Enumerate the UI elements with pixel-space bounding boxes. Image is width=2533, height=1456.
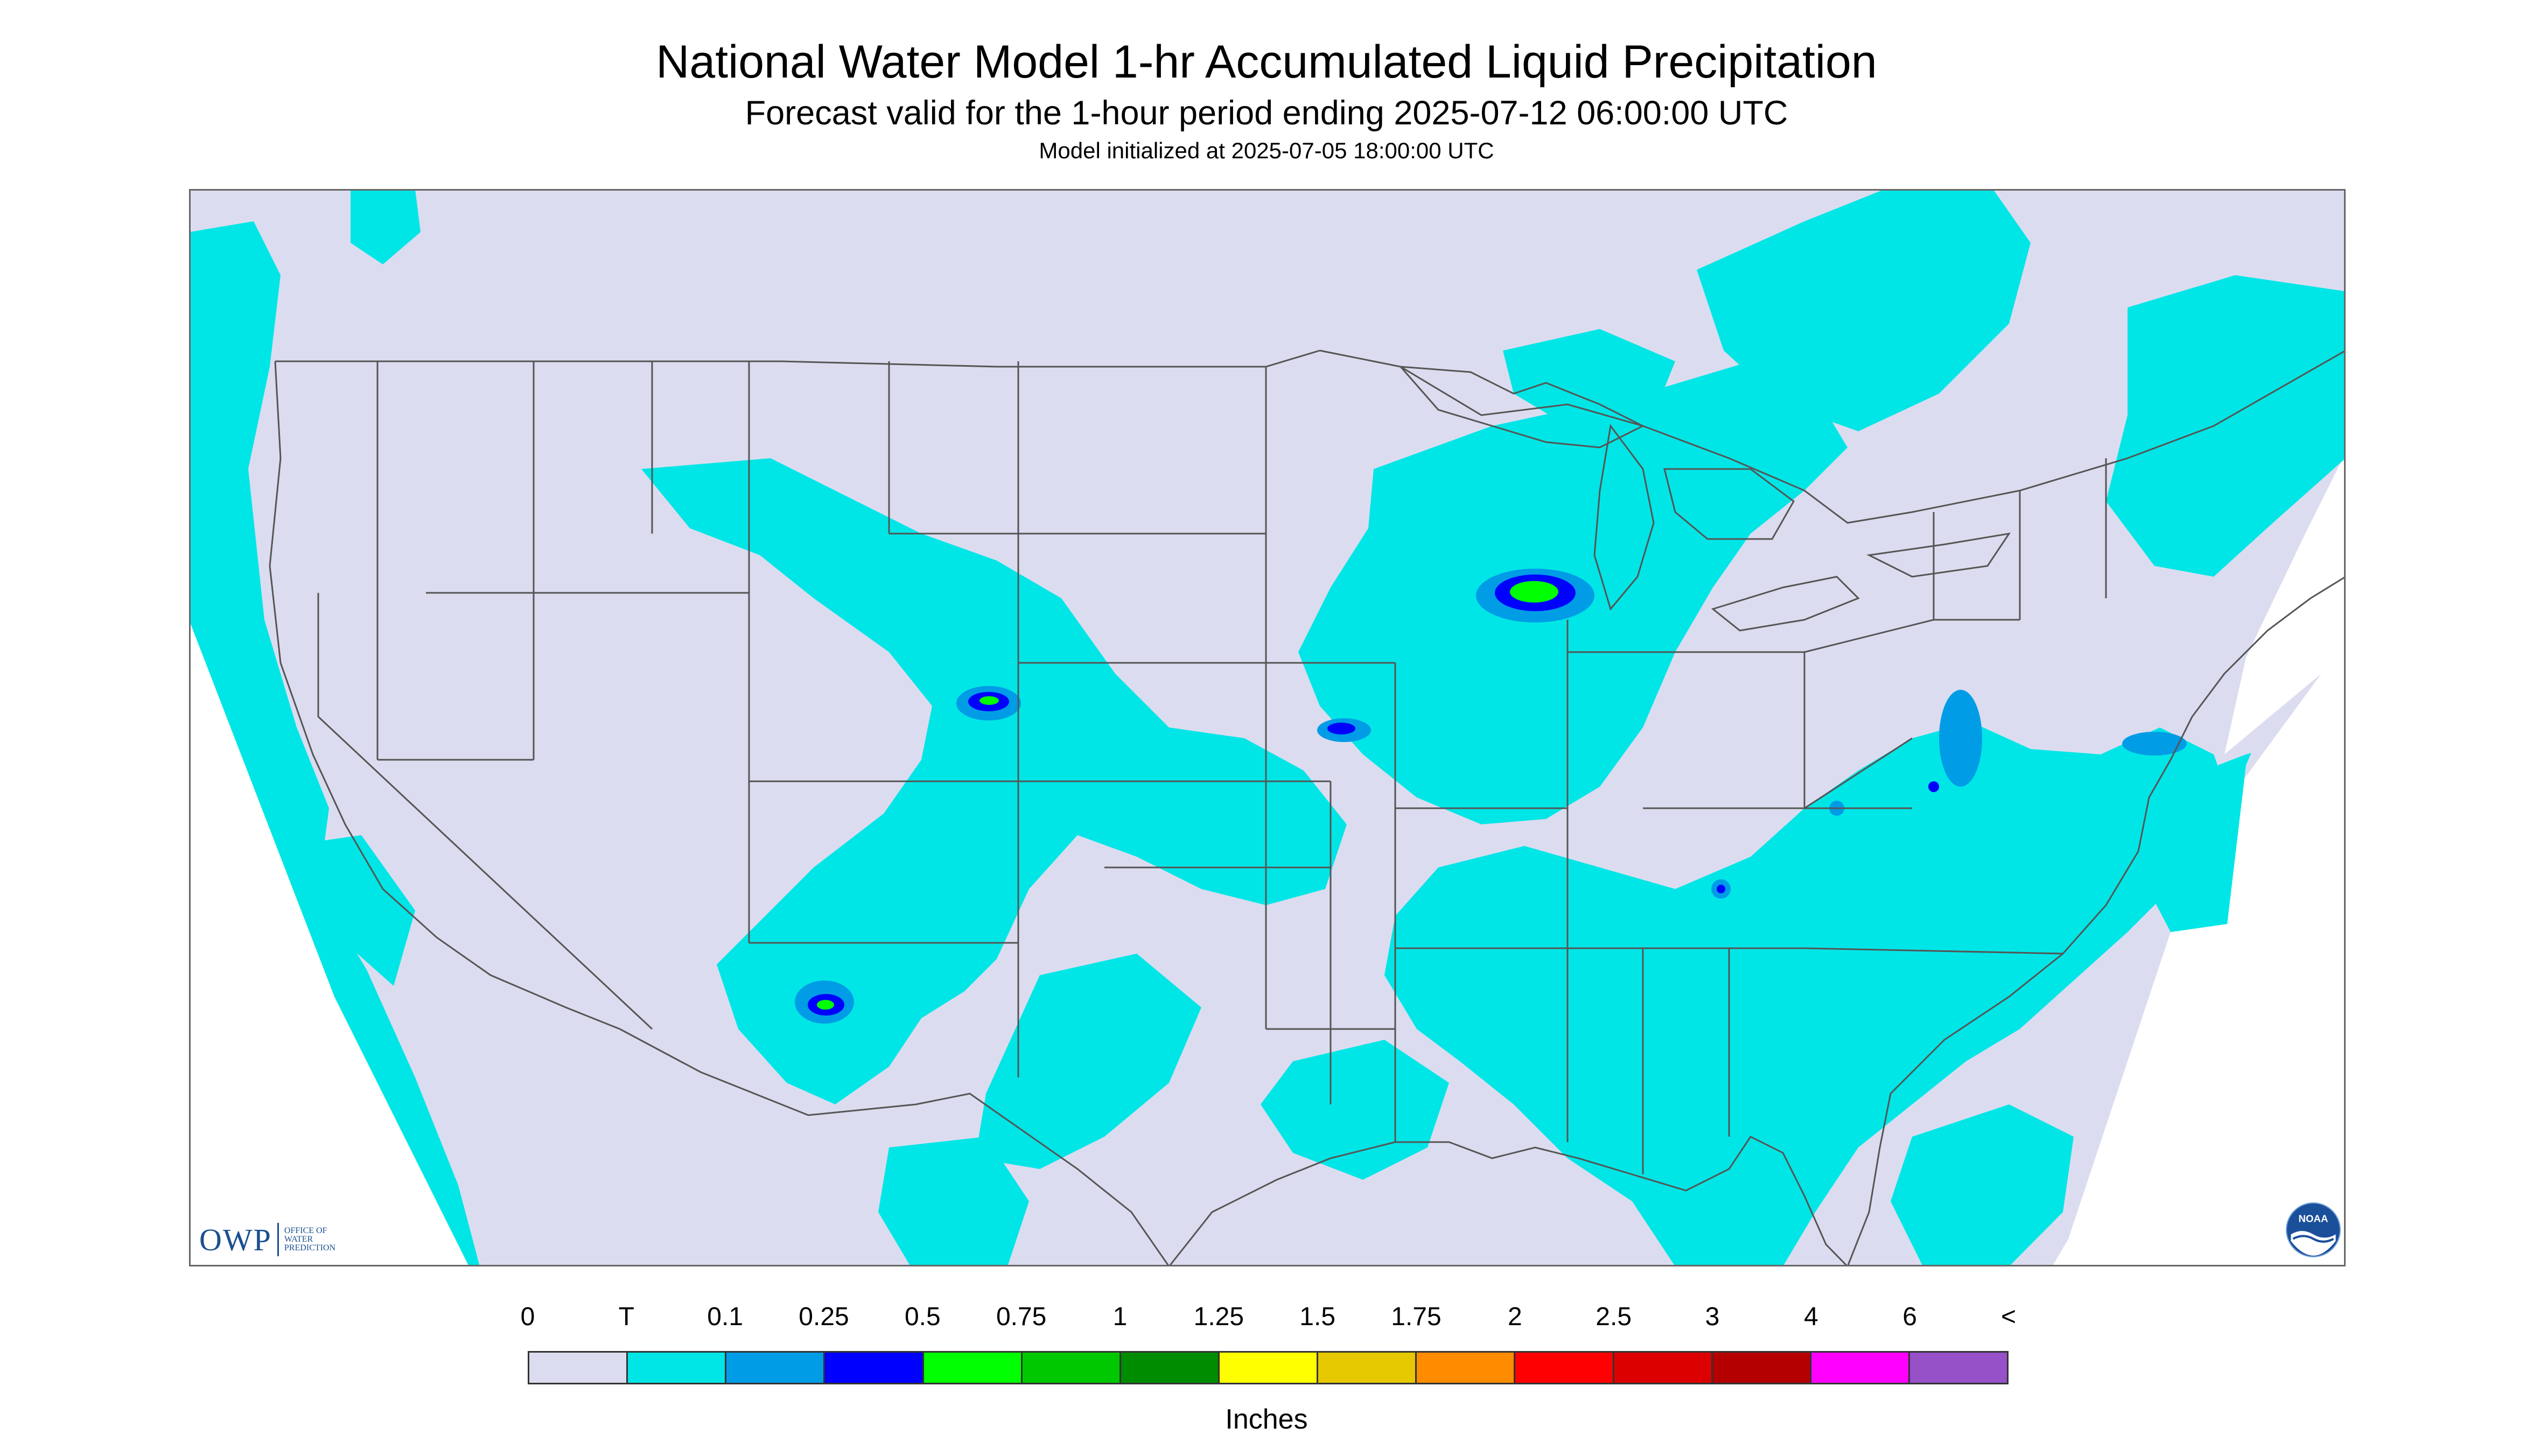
legend-label-7: 1.25 <box>1193 1303 1244 1331</box>
owp-logo-text: OFFICE OF WATER PREDICTION <box>284 1226 335 1252</box>
legend-label-6: 1 <box>1112 1303 1128 1331</box>
legend-label-9: 1.75 <box>1391 1303 1442 1331</box>
legend-label-14: 6 <box>1902 1303 1918 1331</box>
legend-label-0: 0 <box>520 1303 535 1331</box>
model-init-time: Model initialized at 2025-07-05 18:00:00… <box>1039 138 1494 163</box>
precipitation-map <box>189 189 2346 1266</box>
legend-label-1: T <box>618 1303 634 1331</box>
legend-label-10: 2 <box>1507 1303 1522 1331</box>
legend-swatch-2 <box>726 1353 825 1383</box>
legend-swatch-3 <box>825 1353 924 1383</box>
legend-label-12: 3 <box>1705 1303 1720 1331</box>
legend-swatch-10 <box>1515 1353 1614 1383</box>
legend-label-4: 0.5 <box>904 1303 941 1331</box>
owp-logo-mark: OWP <box>199 1222 272 1257</box>
map-frame <box>189 189 2346 1266</box>
map-subtitle: Forecast valid for the 1-hour period end… <box>745 94 1788 132</box>
legend-label-11: 2.5 <box>1596 1303 1632 1331</box>
legend-swatch-7 <box>1219 1353 1319 1383</box>
legend-swatch-1 <box>628 1353 727 1383</box>
legend-swatch-12 <box>1712 1353 1811 1383</box>
legend-swatch-13 <box>1811 1353 1910 1383</box>
legend-label-3: 0.25 <box>799 1303 849 1331</box>
state-boundaries <box>269 349 2346 1266</box>
legend-label-15: < <box>2000 1303 2017 1331</box>
legend-swatch-0 <box>529 1353 628 1383</box>
legend-units: Inches <box>1225 1404 1308 1435</box>
owp-logo-icon: OWP OFFICE OF WATER PREDICTION <box>199 1218 344 1261</box>
owp-logo-divider <box>277 1223 279 1256</box>
legend-label-8: 1.5 <box>1299 1303 1336 1331</box>
legend-swatch-14 <box>1909 1353 2007 1383</box>
legend-label-2: 0.1 <box>707 1303 744 1331</box>
noaa-logo-text: NOAA <box>2298 1213 2328 1224</box>
legend-swatch-8 <box>1318 1353 1417 1383</box>
legend-swatch-11 <box>1614 1353 1713 1383</box>
legend-swatch-5 <box>1022 1353 1121 1383</box>
heavy-precip-areas <box>817 581 1558 1010</box>
legend-colorbar <box>528 1351 2009 1384</box>
map-title: National Water Model 1-hr Accumulated Li… <box>656 36 1877 88</box>
legend-label-5: 0.75 <box>996 1303 1047 1331</box>
legend-swatch-9 <box>1417 1353 1516 1383</box>
legend-swatch-6 <box>1121 1353 1220 1383</box>
legend-label-13: 4 <box>1803 1303 1818 1331</box>
legend-swatch-4 <box>923 1353 1023 1383</box>
noaa-logo-icon: NOAA <box>2286 1202 2341 1257</box>
